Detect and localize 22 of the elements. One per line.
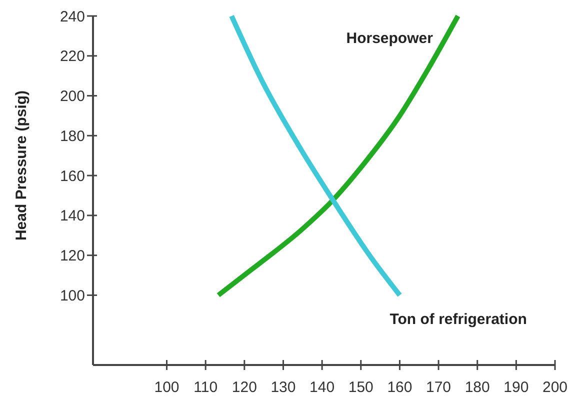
x-tick-label: 100 xyxy=(154,379,180,396)
y-tick-label: 180 xyxy=(60,128,85,145)
y-tick-label: 140 xyxy=(60,208,85,225)
x-tick-label: 190 xyxy=(504,379,529,396)
y-tick-label: 120 xyxy=(60,248,85,265)
y-tick-label: 160 xyxy=(60,168,85,185)
x-tick-label: 110 xyxy=(194,379,218,396)
y-axis-title: Head Pressure (psig) xyxy=(13,90,30,241)
y-tick-label: 200 xyxy=(60,88,85,106)
x-tick-label: 180 xyxy=(464,379,490,396)
y-tick-label: 240 xyxy=(60,8,85,26)
y-tick-label: 100 xyxy=(60,287,85,304)
x-tick-label: 140 xyxy=(310,379,335,396)
x-tick-label: 170 xyxy=(426,379,452,396)
x-tick-label: 150 xyxy=(348,379,374,396)
x-tick-label: 120 xyxy=(232,379,257,396)
x-tick-label: 130 xyxy=(270,379,296,396)
x-tick-label: 200 xyxy=(542,379,568,396)
y-tick-label: 220 xyxy=(60,48,85,66)
x-tick-label: 160 xyxy=(387,379,412,396)
series-label: Ton of refrigeration xyxy=(390,311,527,328)
series-label: Horsepower xyxy=(346,30,434,47)
